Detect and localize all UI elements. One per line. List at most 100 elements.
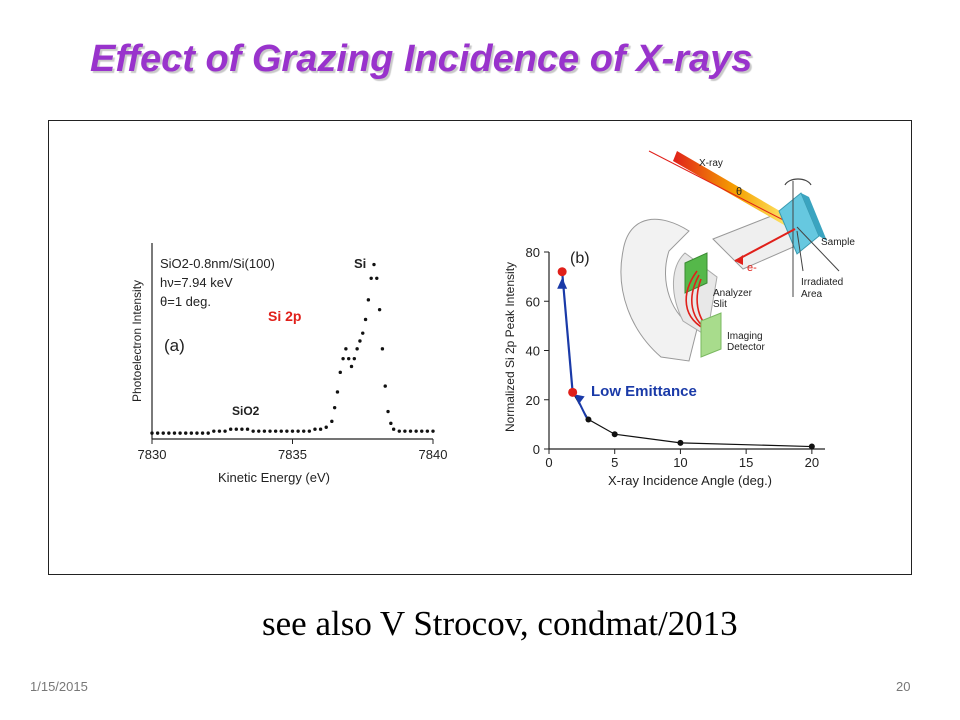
chart-a-series-label: Si 2p [268,308,301,324]
chart-b-y-tick-label: 80 [526,245,540,260]
chart-a-info-2: hν=7.94 keV [160,275,233,290]
chart-a-point [383,384,387,388]
chart-a-point [273,429,278,433]
schematic-analyzer-label: Analyzer [713,288,753,299]
schematic-electron-label: e- [747,262,757,274]
chart-b-x-tick-label: 0 [545,455,552,470]
chart-a-point [223,429,227,433]
chart-b-x-tick-label: 10 [673,455,687,470]
chart-a-point [313,427,317,431]
chart-a-point [161,431,165,435]
chart-a-point [332,405,337,410]
chart-a-point [268,429,272,433]
chart-a-point [375,276,379,280]
chart-a-point [389,421,393,426]
schematic-electron-arrow-icon [735,255,743,265]
chart-a-peak-label-sio2: SiO2 [232,404,260,418]
schematic-chamber [620,218,698,362]
chart-a-point [240,427,244,431]
chart-a-point [279,429,283,433]
chart-a-point [372,262,376,267]
chart-a-point [408,429,413,433]
chart-a-point [195,431,199,435]
schematic-imaging-detector [700,312,722,358]
chart-b-y-tick-label: 20 [526,393,540,408]
chart-a: 7830 7835 7840 Photoelectron Intensity Kin… [130,243,447,485]
chart-a-point [397,429,401,433]
chart-a-x-tick-label: 7840 [419,447,448,462]
chart-a-point [234,427,238,431]
schematic-slit-label: Slit [713,299,727,310]
chart-b-point [677,439,684,446]
schematic-beam-line [648,150,798,228]
chart-a-panel-label: (a) [164,336,185,355]
chart-a-point [386,409,390,414]
chart-a-point [425,429,430,433]
slide-date: 1/15/2015 [30,679,88,694]
chart-a-point [150,431,154,435]
schematic-irradiated-pointer [796,230,804,272]
schematic-theta-label: θ [736,186,742,198]
chart-a-point [403,429,407,433]
schematic-detector-label: Detector [727,342,765,353]
schematic-xray-beam [673,151,797,229]
chart-a-point [228,427,233,431]
chart-a-point [184,431,188,435]
chart-a-peak-label-si: Si [354,256,366,271]
chart-a-point [369,276,373,280]
chart-a-point [251,429,255,433]
chart-a-point [363,317,368,322]
figure-canvas: 7830 7835 7840 Photoelectron Intensity Kin… [130,150,855,488]
chart-a-xlabel: Kinetic Energy (eV) [218,470,330,485]
chart-a-point [178,431,182,435]
chart-b-ylabel: Normalized Si 2p Peak Intensity [503,262,517,432]
chart-a-point [377,307,382,312]
chart-b-x-tick-label: 20 [805,455,819,470]
slide-title: Effect of Grazing Incidence of X-rays [90,38,753,80]
chart-b-y-tick-label: 40 [526,344,540,359]
slide-page-number: 20 [896,679,911,694]
chart-b-arrowhead-icon [557,277,568,289]
chart-b-annotation: Low Emittance [591,383,697,400]
chart-a-point [352,356,357,361]
chart-a-point [358,339,362,343]
chart-b-y-tick-label: 0 [533,442,540,457]
chart-b-arrowhead-icon [574,394,585,405]
chart-a-point [302,429,306,433]
chart-a-point [262,429,267,433]
chart-b: 0 5 10 15 20 0 20 40 60 80 Normalized Si 2p Peak … [503,245,825,488]
chart-b-point [808,443,815,450]
chart-a-point [414,429,418,433]
chart-b-series-line [572,392,812,448]
chart-a-point [200,431,205,435]
chart-b-panel-label: (b) [570,250,590,267]
chart-a-point [257,429,261,433]
chart-b-point [585,416,592,423]
chart-a-point [330,419,334,424]
chart-a-point [380,347,385,351]
chart-a-point [307,429,312,433]
chart-a-point [391,427,396,431]
schematic-irradiated-label: Irradiated [801,277,843,288]
chart-a-point [338,370,342,375]
chart-b-x-tick-label: 5 [611,455,618,470]
schematic-imaging-label: Imaging [727,331,763,342]
chart-a-point [341,356,345,361]
chart-a-point [318,427,323,431]
chart-a-point [206,431,210,435]
schematic-xray-label: X-ray [699,158,723,169]
chart-a-point [217,429,222,433]
chart-a-point [245,427,250,431]
chart-a-point [420,429,424,433]
chart-a-point [212,429,216,433]
chart-a-point [344,347,348,351]
chart-a-x-tick-label: 7835 [278,447,307,462]
schematic-rotation-icon [784,178,812,186]
chart-a-point [189,431,194,435]
chart-a-x-tick-label: 7830 [138,447,167,462]
chart-a-point [167,431,171,435]
schematic-sample-line [796,226,840,272]
chart-a-point [361,331,365,335]
chart-a-point [155,431,160,435]
chart-a-point [172,431,177,435]
